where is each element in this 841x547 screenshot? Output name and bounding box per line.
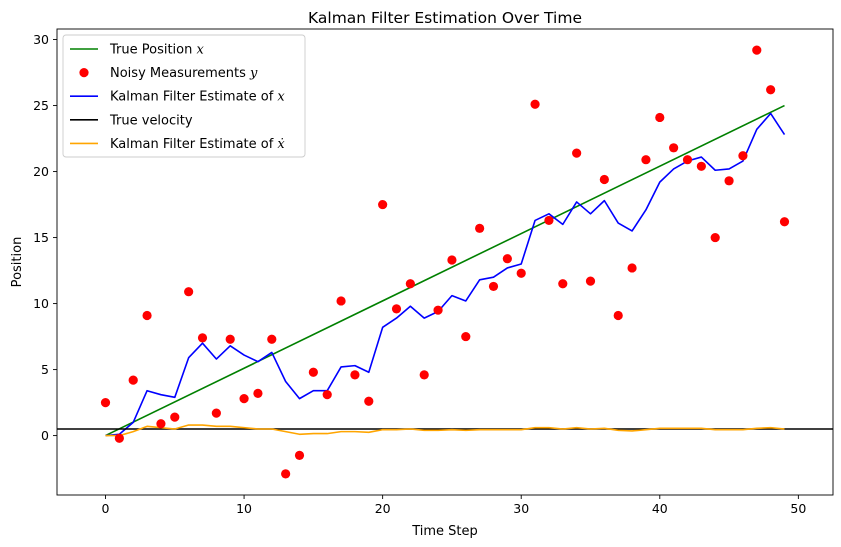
measurement-point: [585, 276, 596, 286]
series-line-2: [105, 112, 786, 437]
measurement-point: [447, 255, 457, 265]
measurement-point: [294, 450, 305, 460]
measurement-point: [197, 333, 208, 343]
measurement-point: [239, 394, 249, 404]
legend-entry: True Position x: [109, 43, 205, 58]
legend-entry: Kalman Filter Estimate of ẋ: [110, 137, 285, 152]
measurement-point: [544, 215, 554, 226]
y-tick-label: 30: [33, 32, 49, 47]
y-tick-label: 15: [33, 230, 49, 245]
chart-title: Kalman Filter Estimation Over Time: [308, 9, 582, 27]
measurement-point: [752, 45, 762, 55]
measurement-point: [253, 388, 263, 398]
measurement-point: [475, 223, 485, 233]
x-tick-label: 50: [790, 501, 806, 516]
measurement-point: [641, 155, 651, 165]
y-tick-label: 10: [33, 296, 49, 311]
y-tick-label: 0: [41, 428, 49, 443]
measurement-point: [696, 161, 706, 171]
measurement-point: [350, 370, 360, 380]
plot-area: [57, 45, 833, 479]
y-tick-label: 5: [41, 362, 49, 377]
measurement-point: [419, 370, 429, 380]
x-tick-label: 0: [102, 501, 110, 516]
x-axis: 0 10 20 30 40 50: [102, 495, 806, 516]
measurement-point: [502, 254, 512, 264]
measurement-point: [599, 174, 609, 185]
measurement-point: [308, 367, 318, 377]
measurement-point: [682, 155, 693, 165]
measurement-point: [572, 148, 582, 158]
measurement-point: [724, 176, 734, 186]
measurement-point: [627, 263, 637, 273]
y-tick-label: 20: [33, 164, 49, 179]
measurement-point: [391, 304, 402, 314]
legend-marker: [79, 68, 89, 78]
y-tick-label: 25: [33, 98, 49, 113]
measurement-point: [281, 469, 291, 479]
y-axis-label: Position: [10, 237, 25, 288]
axes-frame: [56, 28, 834, 496]
measurement-point: [516, 268, 526, 278]
legend-entry: True velocity: [109, 113, 193, 128]
legend-box: [62, 34, 306, 158]
x-tick-label: 30: [513, 501, 529, 516]
measurement-point: [613, 310, 623, 321]
measurement-point: [488, 281, 499, 292]
measurement-point: [128, 375, 138, 385]
series-line-0: [105, 104, 785, 437]
measurement-point: [738, 151, 748, 161]
legend-entry: Kalman Filter Estimate of x: [110, 90, 285, 105]
measurement-point: [433, 305, 443, 315]
measurement-point: [530, 99, 540, 109]
measurement-point: [156, 419, 166, 429]
measurement-point: [378, 199, 388, 210]
measurement-point: [461, 331, 471, 342]
series-line-4: [105, 424, 785, 437]
legend-entry: Noisy Measurements y: [110, 66, 258, 81]
measurement-point: [142, 310, 152, 321]
legend: True Position x Noisy Measurements y Kalma…: [62, 34, 306, 158]
x-tick-label: 20: [375, 501, 391, 516]
measurement-point: [655, 112, 665, 123]
measurement-point: [184, 287, 194, 297]
x-axis-label: Time Step: [411, 524, 478, 539]
measurement-point: [558, 279, 568, 289]
measurement-point: [114, 433, 124, 443]
measurement-point: [211, 408, 221, 418]
measurement-point: [669, 143, 679, 153]
measurement-point: [405, 279, 415, 289]
x-tick-label: 10: [236, 501, 252, 516]
measurement-point: [364, 396, 374, 406]
measurement-point: [710, 232, 720, 243]
measurement-point: [100, 397, 111, 408]
measurement-point: [225, 334, 235, 344]
measurement-point: [170, 412, 180, 422]
x-tick-label: 40: [652, 501, 668, 516]
measurement-point: [766, 85, 776, 95]
measurement-point: [779, 217, 790, 227]
measurement-point: [336, 296, 346, 306]
measurement-point: [267, 334, 277, 344]
measurement-point: [322, 390, 332, 400]
y-axis: 0 5 10 15 20 25 30: [33, 32, 57, 443]
